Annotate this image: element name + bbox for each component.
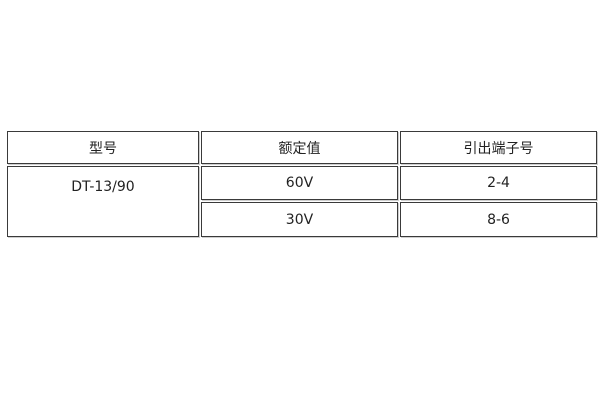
header-rating: 额定值 [201, 131, 398, 164]
cell-rating: 60V [201, 166, 398, 200]
cell-rating: 30V [201, 202, 398, 237]
header-terminals: 引出端子号 [400, 131, 597, 164]
cell-model: DT-13/90 [7, 166, 199, 237]
header-model: 型号 [7, 131, 199, 164]
cell-terminals: 8-6 [400, 202, 597, 237]
cell-terminals: 2-4 [400, 166, 597, 200]
